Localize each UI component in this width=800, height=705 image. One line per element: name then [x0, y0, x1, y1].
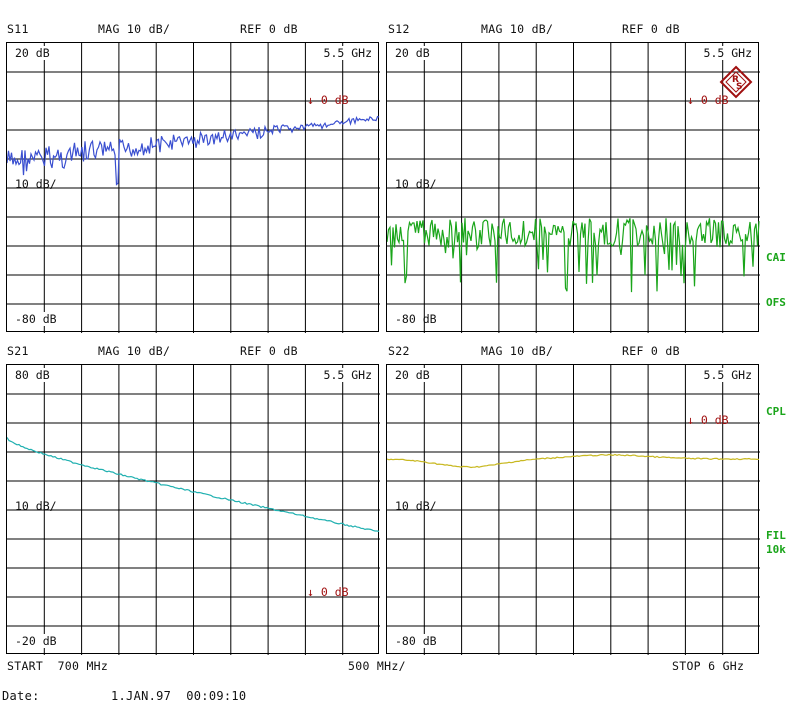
ref-marker-icon: ↓	[687, 413, 694, 427]
s21-bottom-label: -20 dB	[13, 634, 59, 648]
s21-ref-marker-text: 0 dB	[320, 585, 349, 599]
s22-mid-label-text: 10 dB/	[395, 499, 437, 513]
s21-ref-marker: ↓ 0 dB	[305, 585, 351, 599]
ref-marker-icon: ↓	[307, 93, 314, 107]
s22-ref-marker-text: 0 dB	[700, 413, 729, 427]
s11-mag: MAG 10 dB/	[98, 22, 171, 36]
s21-freq-label: 5.5 GHz	[321, 368, 374, 382]
s12-mid-label-text: 10 dB/	[395, 177, 437, 191]
s11-freq-label: 5.5 GHz	[321, 46, 374, 60]
s22-plot[interactable]: 20 dB 5.5 GHz ↓ 0 dB 10 dB/ -80 dB	[386, 364, 760, 655]
s22-ref: REF 0 dB	[622, 344, 680, 358]
s22-trace	[387, 453, 759, 469]
s11-ref-marker-text: 0 dB	[320, 93, 349, 107]
s21-mid-label-text: 10 dB/	[15, 499, 57, 513]
svg-text:R: R	[732, 75, 739, 85]
s21-param: S21	[7, 344, 29, 358]
s11-plot[interactable]: 20 dB 5.5 GHz ↓ 0 dB 10 dB/ -80 dB	[6, 42, 380, 333]
rohde-schwarz-logo-icon: R S	[719, 65, 753, 99]
softkey-ofs[interactable]: OFS	[766, 296, 786, 309]
s22-mag: MAG 10 dB/	[481, 344, 554, 358]
s21-mid-label: 10 dB/	[13, 499, 59, 513]
s21-mag: MAG 10 dB/	[98, 344, 171, 358]
s11-mid-label: 10 dB/	[13, 177, 59, 191]
s22-ref-marker: ↓ 0 dB	[685, 413, 731, 427]
s12-freq-label: 5.5 GHz	[701, 46, 754, 60]
s22-freq-label: 5.5 GHz	[701, 368, 754, 382]
s11-top-label: 20 dB	[13, 46, 52, 60]
s22-mid-label: 10 dB/	[393, 499, 439, 513]
s11-trace	[7, 115, 380, 186]
s12-param: S12	[388, 22, 410, 36]
s11-param: S11	[7, 22, 29, 36]
softkey-cai[interactable]: CAI	[766, 251, 786, 264]
s11-mid-label-text: 10 dB/	[15, 177, 57, 191]
span-per-division: 500 MHz/	[348, 659, 406, 673]
start-frequency: START 700 MHz	[7, 659, 109, 673]
ref-marker-icon: ↓	[307, 585, 314, 599]
date-value: 1.JAN.97 00:09:10	[111, 689, 247, 703]
s11-graph	[7, 43, 380, 333]
date-label: Date:	[2, 689, 40, 703]
ref-marker-icon: ↓	[687, 93, 694, 107]
s22-param: S22	[388, 344, 410, 358]
s21-trace	[7, 437, 380, 532]
s12-ref-marker-text: 0 dB	[700, 93, 729, 107]
softkey-fil-bandwidth[interactable]: 10k	[766, 543, 786, 556]
svg-text:S: S	[736, 82, 742, 92]
s12-ref: REF 0 dB	[622, 22, 680, 36]
s22-bottom-label: -80 dB	[393, 634, 439, 648]
s11-bottom-label: -80 dB	[13, 312, 59, 326]
s12-mag: MAG 10 dB/	[481, 22, 554, 36]
s21-plot[interactable]: 80 dB 5.5 GHz 10 dB/ ↓ 0 dB -20 dB	[6, 364, 380, 655]
s12-ref-marker: ↓ 0 dB	[685, 93, 731, 107]
s21-ref: REF 0 dB	[240, 344, 298, 358]
stop-frequency: STOP 6 GHz	[672, 659, 745, 673]
s21-graph	[7, 365, 380, 655]
s12-graph	[387, 43, 760, 333]
s12-mid-label: 10 dB/	[393, 177, 439, 191]
s12-top-label: 20 dB	[393, 46, 432, 60]
s11-ref-marker: ↓ 0 dB	[305, 93, 351, 107]
softkey-fil[interactable]: FIL	[766, 529, 786, 542]
s21-top-label: 80 dB	[13, 368, 52, 382]
s11-ref: REF 0 dB	[240, 22, 298, 36]
s22-graph	[387, 365, 760, 655]
s12-plot[interactable]: 20 dB 5.5 GHz R S ↓ 0 dB 10 dB/ -80 dB	[386, 42, 760, 333]
softkey-cpl[interactable]: CPL	[766, 405, 786, 418]
s22-top-label: 20 dB	[393, 368, 432, 382]
s12-trace	[387, 218, 760, 293]
s12-bottom-label: -80 dB	[395, 312, 437, 326]
